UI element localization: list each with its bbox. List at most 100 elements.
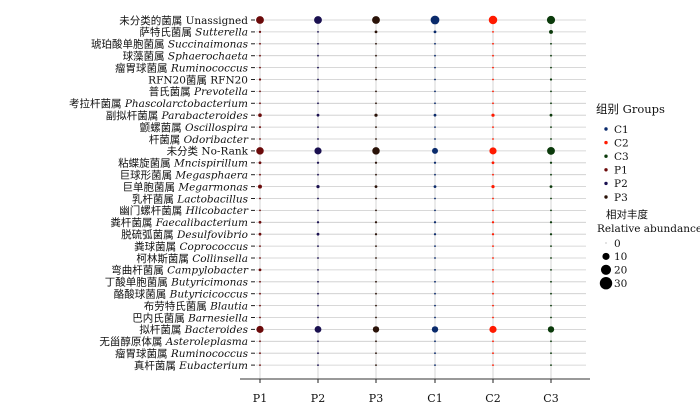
- bubble-c3: [549, 221, 553, 224]
- bubble-c3: [547, 326, 555, 333]
- y-label-chinese: 弯曲杆菌属: [111, 264, 167, 277]
- bubble-c3: [550, 340, 552, 343]
- y-label-chinese: 杆菌属: [149, 133, 184, 146]
- bubble-c1: [430, 15, 440, 25]
- y-tick-label: 琥珀酸单胞菌属 Succinaimonas: [91, 38, 249, 51]
- bubble-c3: [550, 292, 552, 295]
- bubble-p3: [375, 42, 377, 45]
- bubble-p2: [317, 280, 319, 283]
- y-tick-label: 酪酸球菌属 Butyricicoccus: [114, 288, 249, 301]
- bubble-c2: [492, 352, 494, 355]
- y-tick-label: 考拉杆菌属 Phascolarctobacterium: [69, 97, 248, 110]
- y-label-chinese: 柯林斯菌属: [136, 252, 192, 265]
- bubble-c2: [491, 161, 495, 165]
- y-tick-label: 真杆菌属 Eubacterium: [134, 359, 248, 372]
- bubble-c2: [492, 340, 494, 343]
- grid-lines: [251, 16, 586, 379]
- y-label-chinese: 无甾醇原体属: [99, 335, 165, 348]
- bubble-c1: [433, 30, 437, 34]
- y-tick-label: 无甾醇原体属 Asteroleplasma: [99, 335, 248, 348]
- legend-group-label: P2: [614, 178, 628, 190]
- bubble-p1: [259, 292, 261, 295]
- bubble-p2: [317, 209, 319, 212]
- bubble-p1: [256, 325, 264, 333]
- bubble-c1: [433, 221, 437, 224]
- y-label-chinese: 粪杆菌属: [110, 216, 155, 229]
- bubble-p3: [375, 340, 377, 343]
- x-axis: P1 P2 P3 C1 C2 C3: [240, 378, 590, 405]
- y-tick-label: 粪杆菌属 Faecalibacterium: [110, 216, 248, 229]
- y-tick-label: 颤螺菌属 Oscillospira: [140, 121, 248, 134]
- bubble-p2: [317, 126, 319, 128]
- y-label-chinese: 酪酸球菌属: [114, 288, 170, 301]
- bubble-p3: [374, 233, 378, 236]
- bubble-c2: [492, 245, 494, 248]
- y-label-chinese: 颤螺菌属: [140, 121, 185, 134]
- legend-size-label: 30: [614, 278, 627, 290]
- y-label-latin: Unassigned: [186, 15, 249, 27]
- y-tick-label: 瘤胃球菌属 Ruminococcus: [115, 61, 249, 74]
- bubble-c2: [492, 197, 494, 200]
- y-tick-label: 巨单胞菌属 Megarmonas: [123, 181, 249, 193]
- bubble-p2: [317, 66, 319, 69]
- bubble-p2: [317, 31, 319, 33]
- bubble-c3: [550, 42, 552, 45]
- y-label-latin: Phascolarctobacterium: [124, 98, 248, 110]
- bubble-c2: [492, 138, 494, 140]
- bubble-p2: [316, 161, 320, 164]
- y-tick-label: 乳杆菌属 Lactobacillus: [132, 192, 249, 205]
- bubble-c2: [491, 185, 495, 189]
- y-tick-label: 球藻菌属 Sphaerochaeta: [123, 50, 248, 63]
- bubble-p1: [259, 304, 261, 307]
- y-label-chinese: 脱硫弧菌属: [121, 228, 177, 241]
- y-tick-label: 瘤胃球菌属 Ruminococcus: [115, 347, 249, 360]
- bubble-p1: [259, 138, 261, 140]
- bubble-p2: [317, 316, 319, 319]
- bubble-c2: [489, 325, 497, 333]
- bubble-p1: [258, 184, 262, 189]
- y-tick-label: 脱硫弧菌属 Desulfovibrio: [121, 228, 248, 241]
- bubble-c2: [492, 66, 494, 69]
- y-tick-label: 巨球形菌属 Megasphaera: [120, 169, 248, 182]
- legend-group-label: C3: [614, 151, 629, 163]
- bubble-p3: [375, 90, 377, 93]
- bubble-p2: [317, 197, 319, 200]
- y-tick-label: 杆菌属 Odoribacter: [149, 133, 249, 146]
- bubble-c1: [432, 147, 438, 154]
- bubble-p2: [317, 173, 319, 176]
- bubble-p3: [375, 280, 377, 283]
- bubble-c1: [433, 233, 437, 236]
- y-label-latin: Coprococcus: [179, 241, 248, 253]
- y-tick-label: 粪球菌属 Coprococcus: [134, 240, 248, 253]
- bubble-p1: [259, 316, 261, 319]
- bubble-p2: [316, 185, 320, 189]
- y-label-latin: Lactobacillus: [176, 193, 248, 205]
- legend-groups-title: 组别 Groups: [596, 102, 665, 116]
- bubble-c2: [492, 42, 494, 45]
- bubble-c3: [550, 316, 552, 319]
- y-label-latin: Sphaerochaeta: [168, 51, 248, 63]
- bubble-c1: [434, 102, 436, 105]
- bubble-p1: [259, 364, 261, 366]
- bubble-c3: [550, 304, 552, 307]
- bubble-layer: [256, 15, 556, 366]
- legend-size-swatch: [600, 264, 612, 275]
- bubble-c3: [550, 209, 552, 212]
- bubble-p2: [317, 304, 319, 307]
- y-tick-label: RFN20菌属 RFN20: [148, 74, 248, 86]
- bubble-p2: [317, 364, 319, 366]
- y-tick-label: 萨特氏菌属 Sutterella: [139, 27, 248, 39]
- y-label-latin: Collinsella: [192, 253, 248, 265]
- bubble-p3: [374, 221, 378, 224]
- bubble-c2: [492, 54, 494, 57]
- bubble-c3: [549, 78, 553, 81]
- y-label-latin: Ruminococcus: [170, 62, 249, 74]
- bubble-c1: [434, 257, 436, 259]
- bubble-p1: [259, 245, 261, 248]
- bubble-p1: [258, 113, 262, 117]
- y-label-latin: Butyricicoccus: [169, 289, 249, 301]
- y-label-latin: Megarmonas: [177, 181, 248, 193]
- bubble-c2: [492, 78, 494, 81]
- bubble-c1: [434, 304, 436, 307]
- bubble-p2: [317, 245, 319, 248]
